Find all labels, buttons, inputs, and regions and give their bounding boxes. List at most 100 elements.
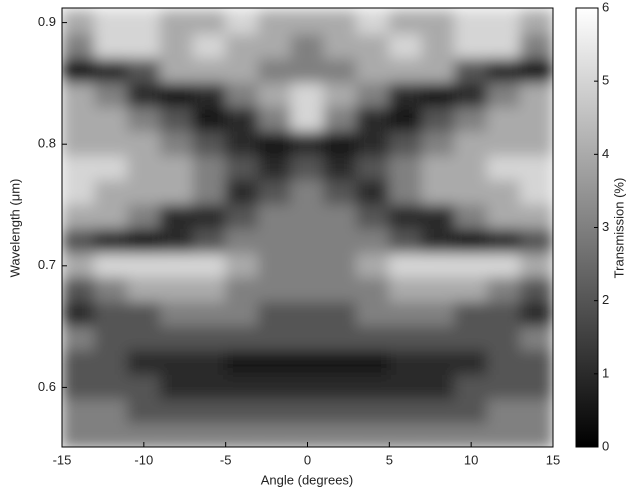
- heatmap-cell: [323, 204, 358, 230]
- heatmap-cell: [225, 58, 259, 84]
- heatmap-cell: [388, 350, 423, 376]
- heatmap-cell: [225, 155, 259, 182]
- heatmap-cell: [388, 34, 423, 60]
- heatmap-cell: [356, 58, 390, 84]
- heatmap-cell: [192, 374, 227, 401]
- heatmap-cell: [388, 9, 423, 36]
- heatmap-cell: [225, 423, 259, 447]
- heatmap-cell: [487, 423, 521, 447]
- heatmap-cell: [159, 423, 194, 447]
- heatmap-cell: [290, 180, 325, 206]
- heatmap-cell: [454, 301, 489, 328]
- heatmap-cell: [290, 131, 325, 157]
- heatmap-cell: [356, 301, 390, 328]
- colorbar-tick-label: 3: [602, 219, 609, 234]
- heatmap-cell: [519, 204, 553, 230]
- heatmap-cell: [421, 277, 456, 303]
- heatmap-cell: [62, 326, 96, 352]
- heatmap-cell: [192, 350, 227, 376]
- heatmap-cell: [356, 399, 390, 425]
- heatmap-cell: [323, 399, 358, 425]
- heatmap-cell: [225, 326, 259, 352]
- heatmap-cell: [323, 107, 358, 133]
- heatmap-cell: [192, 107, 227, 133]
- heatmap-cell: [487, 277, 521, 303]
- heatmap-cell: [454, 228, 489, 255]
- heatmap-cell: [421, 423, 456, 447]
- heatmap-cell: [454, 131, 489, 157]
- heatmap-cell: [192, 204, 227, 230]
- heatmap-cell: [487, 131, 521, 157]
- heatmap-cell: [454, 180, 489, 206]
- colorbar-tick-label: 4: [602, 146, 609, 161]
- heatmap-cell: [62, 180, 96, 206]
- x-axis-label: Angle (degrees): [261, 472, 354, 487]
- heatmap-cell: [323, 277, 358, 303]
- heatmap-cell: [454, 204, 489, 230]
- colorbar-tick-label: 5: [602, 73, 609, 88]
- heatmap-cell: [290, 374, 325, 401]
- x-tick-label: -10: [134, 452, 153, 467]
- heatmap-cell: [487, 350, 521, 376]
- x-tick-label: 5: [386, 452, 393, 467]
- heatmap-cell: [487, 155, 521, 182]
- heatmap-cell: [225, 34, 259, 60]
- heatmap-cell: [126, 374, 161, 401]
- heatmap-cell: [323, 34, 358, 60]
- heatmap-cell: [388, 423, 423, 447]
- heatmap-cell: [257, 253, 292, 279]
- heatmap-cell: [421, 180, 456, 206]
- heatmap-cell: [94, 253, 128, 279]
- heatmap-cell: [454, 399, 489, 425]
- heatmap-cell: [159, 277, 194, 303]
- heatmap-cell: [519, 374, 553, 401]
- x-tick-label: -5: [220, 452, 232, 467]
- heatmap-cell: [62, 58, 96, 84]
- heatmap-cell: [159, 34, 194, 60]
- heatmap-cell: [192, 155, 227, 182]
- heatmap-cell: [454, 9, 489, 36]
- heatmap-cell: [159, 131, 194, 157]
- heatmap-cell: [257, 107, 292, 133]
- heatmap-cell: [519, 326, 553, 352]
- heatmap-cell: [356, 82, 390, 109]
- heatmap-cell: [356, 107, 390, 133]
- y-tick-label: 0.9: [38, 14, 56, 29]
- heatmap-cell: [421, 58, 456, 84]
- heatmap-cell: [487, 58, 521, 84]
- heatmap-cell: [159, 374, 194, 401]
- heatmap-cell: [487, 82, 521, 109]
- heatmap-cell: [290, 301, 325, 328]
- heatmap-cell: [225, 374, 259, 401]
- heatmap-cell: [225, 301, 259, 328]
- heatmap-cell: [519, 155, 553, 182]
- heatmap-cell: [62, 228, 96, 255]
- heatmap-cell: [388, 107, 423, 133]
- heatmap-cell: [519, 107, 553, 133]
- heatmap-cell: [192, 131, 227, 157]
- heatmap-cell: [225, 107, 259, 133]
- heatmap-cell: [356, 204, 390, 230]
- heatmap-cell: [126, 277, 161, 303]
- heatmap-cell: [421, 399, 456, 425]
- heatmap-cell: [290, 58, 325, 84]
- heatmap-cell: [421, 9, 456, 36]
- heatmap-cell: [126, 180, 161, 206]
- heatmap-cell: [388, 131, 423, 157]
- heatmap-cell: [257, 374, 292, 401]
- x-tick-label: 0: [304, 452, 311, 467]
- heatmap-cell: [94, 204, 128, 230]
- heatmap-cell: [519, 58, 553, 84]
- heatmap-cell: [94, 180, 128, 206]
- heatmap-cell: [290, 82, 325, 109]
- heatmap-cell: [487, 301, 521, 328]
- heatmap-cell: [519, 423, 553, 447]
- heatmap-cell: [257, 301, 292, 328]
- heatmap-cell: [225, 9, 259, 36]
- heatmap-cell: [257, 326, 292, 352]
- heatmap-cell: [94, 58, 128, 84]
- heatmap-cell: [388, 58, 423, 84]
- heatmap-cell: [388, 180, 423, 206]
